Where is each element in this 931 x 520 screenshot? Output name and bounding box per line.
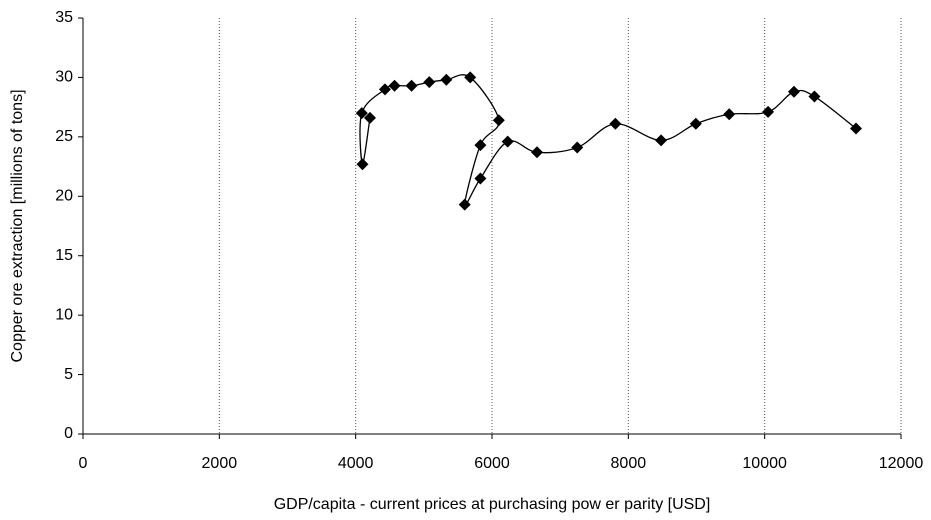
data-point (850, 122, 863, 135)
data-point (440, 73, 453, 86)
data-point (356, 158, 369, 171)
data-point (501, 135, 514, 148)
y-tick-label: 0 (64, 425, 73, 442)
y-axis-label: Copper ore extraction [millions of tons] (9, 89, 26, 362)
data-point (787, 85, 800, 98)
data-point (474, 172, 487, 185)
y-tick-label: 10 (55, 306, 73, 323)
data-point (355, 107, 368, 120)
data-point (762, 105, 775, 118)
y-tick-label: 20 (55, 188, 73, 205)
data-point (609, 117, 622, 130)
x-tick-label: 8000 (611, 455, 647, 472)
data-point (655, 134, 668, 147)
data-point (689, 117, 702, 130)
data-point (492, 114, 505, 127)
data-point (571, 141, 584, 154)
y-tick-label: 5 (64, 366, 73, 383)
data-point (378, 83, 391, 96)
y-tick-label: 15 (55, 247, 73, 264)
x-tick-label: 4000 (338, 455, 374, 472)
data-point (808, 90, 821, 103)
y-tick-label: 25 (55, 128, 73, 145)
x-tick-label: 2000 (202, 455, 238, 472)
x-axis-label: GDP/capita - current prices at purchasin… (274, 496, 711, 513)
data-point (474, 139, 487, 152)
y-tick-label: 30 (55, 69, 73, 86)
data-point (458, 198, 471, 211)
x-tick-label: 6000 (474, 455, 510, 472)
data-point (363, 111, 376, 124)
x-tick-label: 0 (79, 455, 88, 472)
y-tick-label: 35 (55, 9, 73, 26)
data-point (530, 146, 543, 159)
data-point (405, 79, 418, 92)
series-line (359, 74, 857, 207)
x-tick-label: 10000 (742, 455, 787, 472)
x-tick-label: 12000 (879, 455, 924, 472)
data-point (723, 108, 736, 121)
data-point (388, 79, 401, 92)
data-point (464, 71, 477, 84)
data-point (423, 76, 436, 89)
